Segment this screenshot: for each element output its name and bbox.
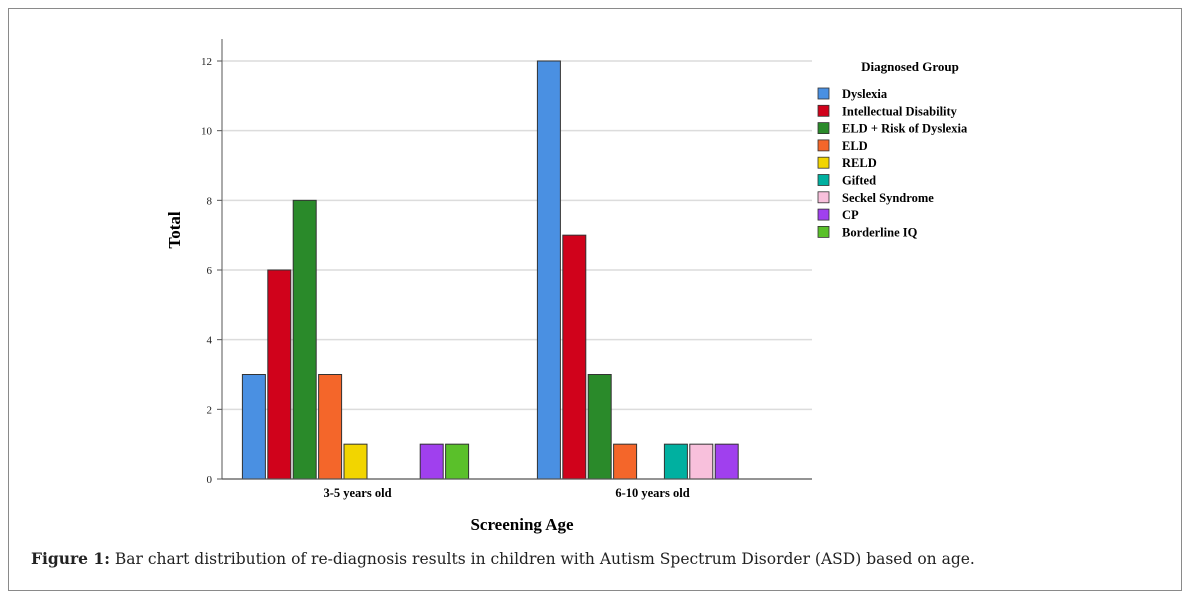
legend-label: RELD [842,156,877,170]
figure-caption: Figure 1: Bar chart distribution of re-d… [31,549,975,568]
y-tick-label: 12 [201,56,212,68]
legend-label: Intellectual Disability [842,104,958,118]
bar-gifted-1 [663,443,688,480]
caption-label: Figure 1: [31,549,110,568]
y-axis-title: Total [165,211,184,248]
bar-dyslexia-1 [536,60,561,480]
legend-swatch [817,208,830,221]
legend-label: ELD [842,139,868,153]
bar-eld-risk-of-dyslexia-1 [587,374,612,480]
bar-eld-0 [318,374,343,480]
legend-swatch [817,156,830,169]
bar-reld-0 [343,443,368,480]
legend-label: Dyslexia [842,87,888,101]
bar-intellectual-disability-1 [562,234,587,480]
legend-swatch [817,87,830,100]
legend-swatch [817,191,830,204]
bar-cp-0 [419,443,444,480]
legend-title: Diagnosed Group [861,59,959,74]
bar-dyslexia-0 [241,374,266,480]
legend-swatch [817,139,830,152]
legend-label: Gifted [842,174,876,188]
y-tick-label: 2 [207,404,213,416]
x-axis-title: Screening Age [470,515,574,534]
bar-eld-risk-of-dyslexia-0 [292,199,317,480]
x-axis: 3-5 years old 6-10 years old [222,478,812,500]
y-tick-label: 8 [207,195,213,207]
legend-swatch [817,174,830,186]
bar-cp-1 [714,443,739,480]
y-tick-label: 4 [207,335,213,347]
y-tick-label: 10 [201,126,213,138]
y-tick-label: 6 [207,265,213,277]
y-tick-label: 0 [207,474,213,486]
legend-label: CP [842,208,859,222]
bars [241,60,739,480]
bar-seckel-syndrome-1 [689,443,714,480]
caption-text: Bar chart distribution of re-diagnosis r… [109,550,975,568]
x-tick-label: 6-10 years old [615,486,689,500]
legend-label: Seckel Syndrome [842,191,934,205]
legend-swatch [817,225,830,238]
figure-frame [8,8,1182,591]
bar-borderline-iq-0 [445,443,470,480]
x-tick-label: 3-5 years old [323,486,391,500]
legend: Diagnosed Group Dyslexia Intellectual Dis… [817,59,968,239]
legend-label: Borderline IQ [842,225,918,239]
bar-eld-1 [613,443,638,480]
y-axis: 0 2 4 6 8 10 12 [201,39,223,486]
legend-label: ELD + Risk of Dyslexia [842,122,968,136]
bar-intellectual-disability-0 [267,269,292,480]
legend-swatch [817,104,830,117]
legend-swatch [817,122,830,134]
